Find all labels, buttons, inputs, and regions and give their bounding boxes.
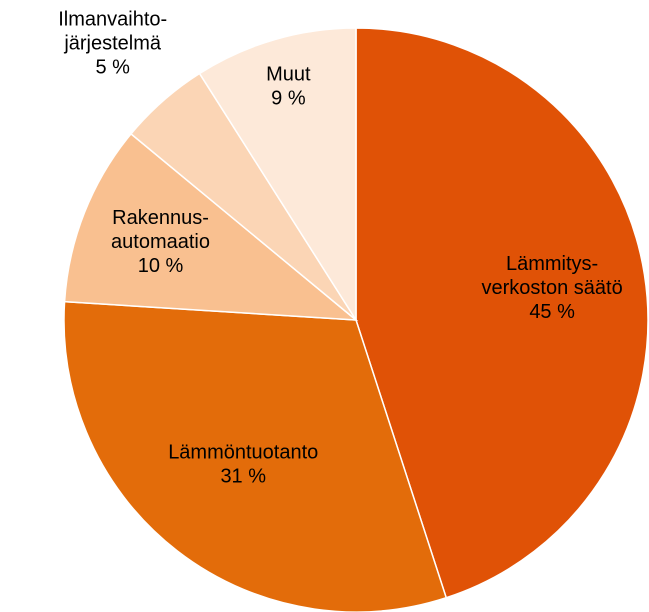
pie-slice (355, 27, 649, 599)
value-label: 9 % (271, 88, 306, 110)
slice-label: Rakennus- (112, 207, 209, 229)
value-label: 5 % (95, 56, 130, 78)
slice-label: Ilmanvaihto- (58, 8, 167, 30)
pie-slice (63, 300, 448, 612)
slice-label: järjestelmä (63, 32, 162, 54)
slice-label: Muut (266, 64, 311, 86)
pie-slice (198, 27, 357, 323)
slice-label: automaatio (111, 231, 210, 253)
value-label: 10 % (138, 255, 184, 277)
slice-label: Lämmitys- (506, 253, 598, 275)
value-label: 45 % (529, 301, 575, 323)
pie-slice (63, 132, 359, 321)
value-label: 31 % (220, 466, 266, 488)
slice-label: verkoston säätö (482, 277, 623, 299)
slice-label: Lämmöntuotanto (168, 442, 318, 464)
